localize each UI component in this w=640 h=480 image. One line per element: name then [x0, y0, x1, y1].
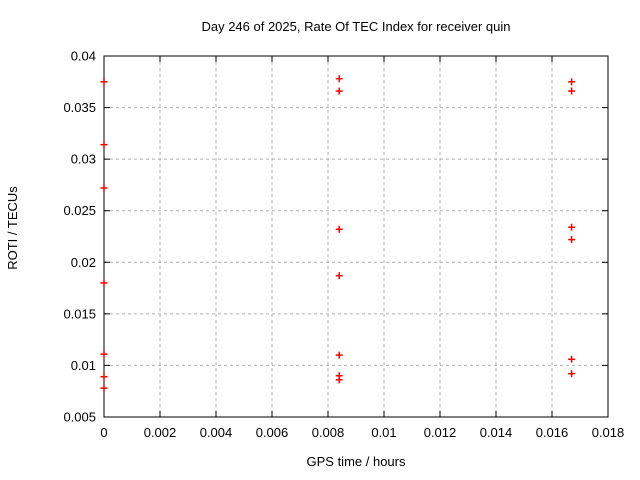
x-tick-label: 0.002 — [144, 425, 177, 440]
data-point-marker — [568, 236, 576, 244]
data-point-marker — [100, 373, 108, 381]
x-tick-label: 0.014 — [480, 425, 513, 440]
x-tick-label: 0 — [100, 425, 107, 440]
data-point-marker — [568, 78, 576, 86]
data-point-marker — [568, 370, 576, 378]
data-point-marker — [100, 279, 108, 287]
data-point-marker — [335, 225, 343, 233]
x-tick-label: 0.008 — [312, 425, 345, 440]
tick-labels: 0 0.002 0.004 0.006 0.008 0.01 0.012 0.014 0.016… — [63, 49, 624, 441]
data-point-marker — [100, 78, 108, 86]
data-point-marker — [335, 272, 343, 280]
data-point-marker — [335, 75, 343, 83]
data-point-marker — [100, 384, 108, 392]
y-tick-label: 0.035 — [63, 100, 96, 115]
x-tick-label: 0.01 — [371, 425, 396, 440]
data-point-marker — [568, 355, 576, 363]
data-point-marker — [100, 141, 108, 149]
y-tick-label: 0.025 — [63, 203, 96, 218]
x-axis-label: GPS time / hours — [307, 454, 406, 469]
data-point-marker — [568, 87, 576, 95]
x-tick-label: 0.018 — [592, 425, 625, 440]
y-tick-label: 0.04 — [71, 49, 96, 64]
data-points — [100, 75, 576, 392]
x-tick-label: 0.006 — [256, 425, 289, 440]
x-tick-label: 0.016 — [536, 425, 569, 440]
x-tick-label: 0.012 — [424, 425, 457, 440]
y-tick-label: 0.01 — [71, 358, 96, 373]
data-point-marker — [100, 184, 108, 192]
plot-border — [103, 55, 609, 418]
plot-border-group — [103, 55, 609, 418]
data-point-marker — [335, 376, 343, 384]
data-point-marker — [568, 223, 576, 231]
y-tick-label: 0.03 — [71, 152, 96, 167]
data-point-marker — [335, 87, 343, 95]
chart-title: Day 246 of 2025, Rate Of TEC Index for r… — [201, 19, 510, 34]
y-tick-label: 0.02 — [71, 255, 96, 270]
data-point-marker — [335, 351, 343, 359]
y-tick-label: 0.015 — [63, 306, 96, 321]
y-tick-label: 0.005 — [63, 410, 96, 425]
x-tick-label: 0.004 — [200, 425, 233, 440]
data-point-marker — [100, 350, 108, 358]
gridlines — [104, 56, 608, 417]
axis-ticks — [103, 55, 609, 418]
y-axis-label: ROTI / TECUs — [5, 186, 20, 270]
